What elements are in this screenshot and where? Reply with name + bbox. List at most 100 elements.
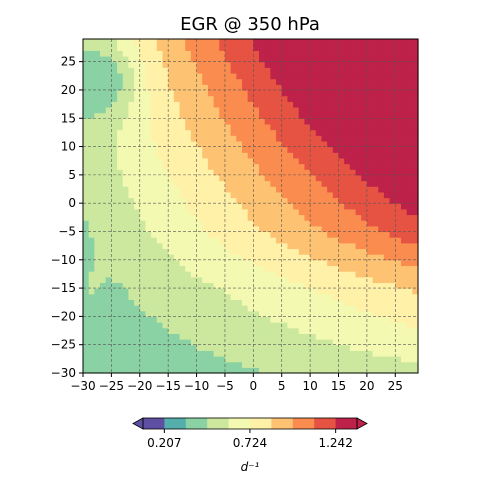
field-cell bbox=[145, 310, 152, 317]
x-tick-label: 5 bbox=[278, 379, 286, 393]
field-cell bbox=[395, 39, 402, 46]
field-cell bbox=[202, 135, 209, 142]
field-cell bbox=[128, 259, 135, 267]
field-cell bbox=[344, 72, 351, 80]
field-cell bbox=[338, 152, 345, 159]
field-cell bbox=[293, 72, 300, 80]
field-cell bbox=[338, 231, 345, 238]
field-cell bbox=[230, 339, 237, 346]
field-cell bbox=[219, 299, 226, 306]
field-cell bbox=[332, 55, 340, 63]
field-cell bbox=[276, 157, 283, 165]
field-cell bbox=[207, 55, 215, 63]
field-cell bbox=[156, 271, 164, 278]
field-cell bbox=[213, 140, 220, 148]
field-cell bbox=[173, 44, 181, 51]
field-cell bbox=[349, 78, 357, 85]
field-cell bbox=[361, 44, 368, 51]
field-cell bbox=[83, 305, 90, 312]
field-cell bbox=[298, 231, 306, 238]
field-cell bbox=[94, 305, 101, 312]
field-cell bbox=[190, 163, 198, 170]
field-cell bbox=[117, 361, 124, 368]
field-cell bbox=[207, 39, 215, 46]
field-cell bbox=[117, 39, 124, 46]
field-cell bbox=[185, 163, 192, 170]
field-cell bbox=[412, 112, 419, 119]
field-cell bbox=[162, 208, 169, 216]
field-cell bbox=[264, 89, 271, 97]
field-cell bbox=[151, 123, 158, 131]
field-cell bbox=[241, 118, 249, 125]
field-cell bbox=[88, 310, 95, 317]
field-cell bbox=[162, 282, 169, 289]
field-cell bbox=[117, 237, 124, 244]
field-cell bbox=[361, 152, 368, 159]
field-cell bbox=[304, 89, 311, 97]
field-cell bbox=[179, 169, 186, 176]
field-cell bbox=[344, 112, 351, 119]
field-cell bbox=[412, 327, 419, 334]
field-cell bbox=[100, 225, 107, 233]
field-cell bbox=[122, 55, 130, 63]
field-cell bbox=[383, 50, 391, 57]
field-cell bbox=[338, 44, 345, 51]
field-cell bbox=[105, 140, 112, 148]
field-cell bbox=[156, 333, 164, 340]
field-cell bbox=[128, 220, 135, 227]
field-cell bbox=[156, 322, 164, 329]
field-cell bbox=[400, 50, 408, 57]
field-cell bbox=[156, 310, 164, 317]
field-cell bbox=[315, 237, 323, 244]
field-cell bbox=[168, 350, 175, 357]
field-cell bbox=[389, 327, 396, 334]
field-cell bbox=[236, 333, 243, 340]
field-cell bbox=[179, 310, 186, 317]
field-cell bbox=[111, 254, 118, 261]
field-cell bbox=[293, 55, 300, 63]
field-cell bbox=[412, 203, 419, 210]
field-cell bbox=[349, 55, 357, 63]
field-cell bbox=[83, 316, 90, 323]
field-cell bbox=[400, 180, 408, 187]
field-cell bbox=[128, 118, 135, 125]
field-cell bbox=[134, 95, 141, 102]
field-cell bbox=[230, 44, 237, 51]
field-cell bbox=[298, 118, 306, 125]
field-cell bbox=[281, 254, 289, 261]
field-cell bbox=[259, 248, 266, 255]
field-cell bbox=[406, 123, 413, 131]
field-cell bbox=[310, 361, 317, 368]
field-cell bbox=[162, 254, 169, 261]
field-cell bbox=[224, 169, 232, 176]
field-cell bbox=[105, 112, 112, 119]
field-cell bbox=[88, 327, 95, 334]
field-cell bbox=[168, 146, 175, 153]
field-cell bbox=[213, 106, 220, 114]
field-cell bbox=[281, 152, 289, 159]
field-cell bbox=[372, 361, 379, 368]
field-cell bbox=[315, 327, 323, 334]
field-cell bbox=[389, 191, 396, 199]
field-cell bbox=[236, 367, 243, 374]
field-cell bbox=[247, 305, 254, 312]
field-cell bbox=[310, 305, 317, 312]
field-cell bbox=[383, 231, 391, 238]
field-cell bbox=[259, 214, 266, 221]
field-cell bbox=[236, 305, 243, 312]
field-cell bbox=[378, 361, 385, 368]
field-cell bbox=[253, 123, 260, 131]
field-cell bbox=[88, 367, 95, 374]
field-cell bbox=[122, 112, 130, 119]
field-cell bbox=[224, 214, 232, 221]
field-cell bbox=[207, 310, 215, 317]
field-cell bbox=[105, 84, 112, 91]
field-cell bbox=[298, 208, 306, 216]
field-cell bbox=[156, 208, 164, 216]
field-cell bbox=[139, 101, 147, 108]
field-cell bbox=[179, 327, 186, 334]
field-cell bbox=[219, 169, 226, 176]
field-cell bbox=[117, 123, 124, 131]
field-cell bbox=[241, 191, 249, 199]
field-cell bbox=[332, 265, 340, 272]
